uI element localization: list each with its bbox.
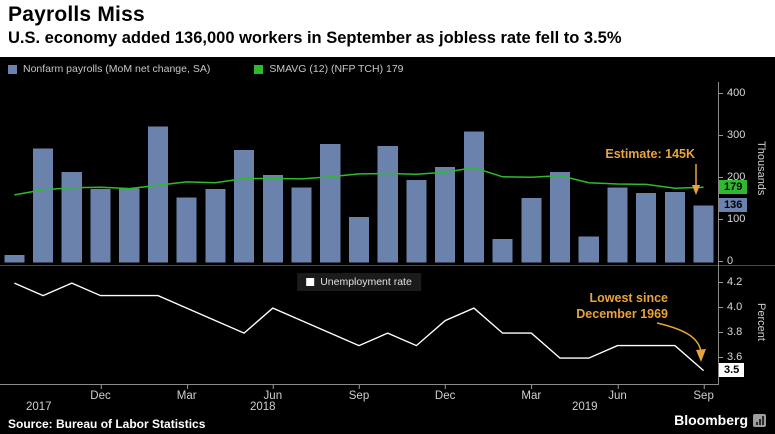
page-subtitle: U.S. economy added 136,000 workers in Se… (8, 29, 622, 48)
bloomberg-wordmark: Bloomberg (674, 412, 748, 428)
panel-divider (0, 265, 775, 266)
x-axis-month-4: Dec (435, 385, 455, 402)
bottom-chart-y-axis: 4.2 4.0 3.8 3.6 (718, 272, 775, 384)
payrolls-bar (664, 191, 685, 263)
page-title: Payrolls Miss (8, 3, 145, 26)
x-axis-year-2019: 2019 (572, 401, 598, 413)
bottom-axis-tick-3.8: 3.8 (718, 326, 742, 338)
payrolls-bar (693, 205, 714, 263)
bottom-axis-tick-3.6: 3.6 (718, 351, 742, 363)
lowest-annotation: Lowest since December 1969 (528, 291, 668, 322)
smavg-line (14, 166, 704, 196)
top-chart-legend: Nonfarm payrolls (MoM net change, SA) SM… (8, 63, 404, 75)
payrolls-bar (377, 146, 398, 263)
payrolls-bar (262, 175, 283, 263)
unemployment-swatch-icon (306, 278, 315, 286)
payrolls-swatch-icon (8, 64, 17, 74)
x-axis-month-labels: Dec Mar Jun Sep Dec Mar Jun Sep (0, 385, 718, 402)
legend-label-unemployment: Unemployment rate (320, 276, 412, 288)
x-axis-year-2017: 2017 (26, 401, 52, 413)
payrolls-bar (291, 187, 312, 263)
estimate-annotation: Estimate: 145K (605, 147, 695, 161)
payrolls-bar-chart (4, 126, 714, 263)
x-axis-month-5: Mar (521, 385, 541, 402)
bloomberg-brand: Bloomberg (674, 412, 766, 428)
payrolls-bar (119, 188, 140, 263)
payrolls-bar (4, 254, 25, 263)
top-axis-tick-300: 300 (718, 129, 745, 141)
unemployment-line (14, 282, 705, 372)
bottom-chart-legend: Unemployment rate (297, 273, 421, 291)
lowest-arrow-icon (656, 322, 706, 362)
smavg-value-badge: 179 (719, 180, 748, 194)
payrolls-bar (234, 149, 255, 263)
x-axis-month-0: Dec (90, 385, 111, 402)
lowest-annotation-line1: Lowest since (589, 291, 669, 305)
top-axis-tick-100: 100 (718, 213, 745, 225)
top-axis-title: Thousands (755, 141, 767, 196)
x-axis-month-7: Sep (693, 385, 714, 402)
payrolls-bar (61, 171, 82, 263)
bottom-axis-title: Percent (755, 303, 767, 341)
payrolls-bar (348, 217, 369, 263)
x-axis-month-3: Sep (349, 385, 369, 402)
source-attribution: Source: Bureau of Labor Statistics (8, 417, 206, 431)
header: Payrolls Miss U.S. economy added 136,000… (0, 0, 775, 57)
lowest-annotation-line2: December 1969 (576, 306, 668, 321)
payrolls-bar (320, 144, 341, 263)
top-axis-tick-400: 400 (718, 87, 745, 99)
payrolls-bar (463, 131, 484, 263)
payrolls-bar (636, 192, 657, 263)
top-axis-tick-0: 0 (718, 255, 733, 267)
payrolls-value-badge: 136 (719, 198, 748, 212)
x-axis-month-1: Mar (177, 385, 197, 402)
payrolls-bar (435, 167, 456, 263)
payrolls-bar (406, 180, 427, 263)
payrolls-bar (176, 197, 197, 263)
smavg-swatch-icon (254, 64, 264, 74)
legend-label-payrolls: Nonfarm payrolls (MoM net change, SA) (23, 63, 211, 75)
payrolls-bar (205, 189, 226, 263)
payrolls-bar (90, 189, 111, 263)
x-axis-month-2: Jun (264, 385, 282, 402)
payrolls-bar (578, 236, 599, 263)
payrolls-bar (492, 239, 513, 263)
bottom-axis-tick-4.2: 4.2 (718, 276, 742, 288)
payrolls-bar (607, 187, 628, 263)
x-axis-line (0, 384, 718, 385)
estimate-arrow-icon (692, 164, 700, 195)
legend-item-smavg: SMAVG (12) (NFP TCH) 179 (254, 63, 404, 75)
right-axis-line (718, 82, 719, 385)
x-axis-year-2018: 2018 (250, 401, 276, 413)
legend-label-smavg: SMAVG (12) (NFP TCH) 179 (269, 63, 404, 75)
x-axis-month-6: Jun (608, 385, 627, 402)
unemployment-line-chart (14, 282, 705, 372)
legend-item-payrolls: Nonfarm payrolls (MoM net change, SA) (8, 63, 210, 75)
unemployment-value-badge: 3.5 (719, 363, 745, 377)
payrolls-bar (550, 171, 571, 263)
payrolls-bar (33, 148, 54, 263)
bottom-axis-tick-4.0: 4.0 (718, 301, 742, 313)
payrolls-bar (521, 198, 542, 263)
bloomberg-terminal-icon (753, 413, 766, 427)
top-chart-y-axis: 400 300 200 100 0 (718, 82, 775, 267)
payrolls-bar (147, 126, 168, 263)
